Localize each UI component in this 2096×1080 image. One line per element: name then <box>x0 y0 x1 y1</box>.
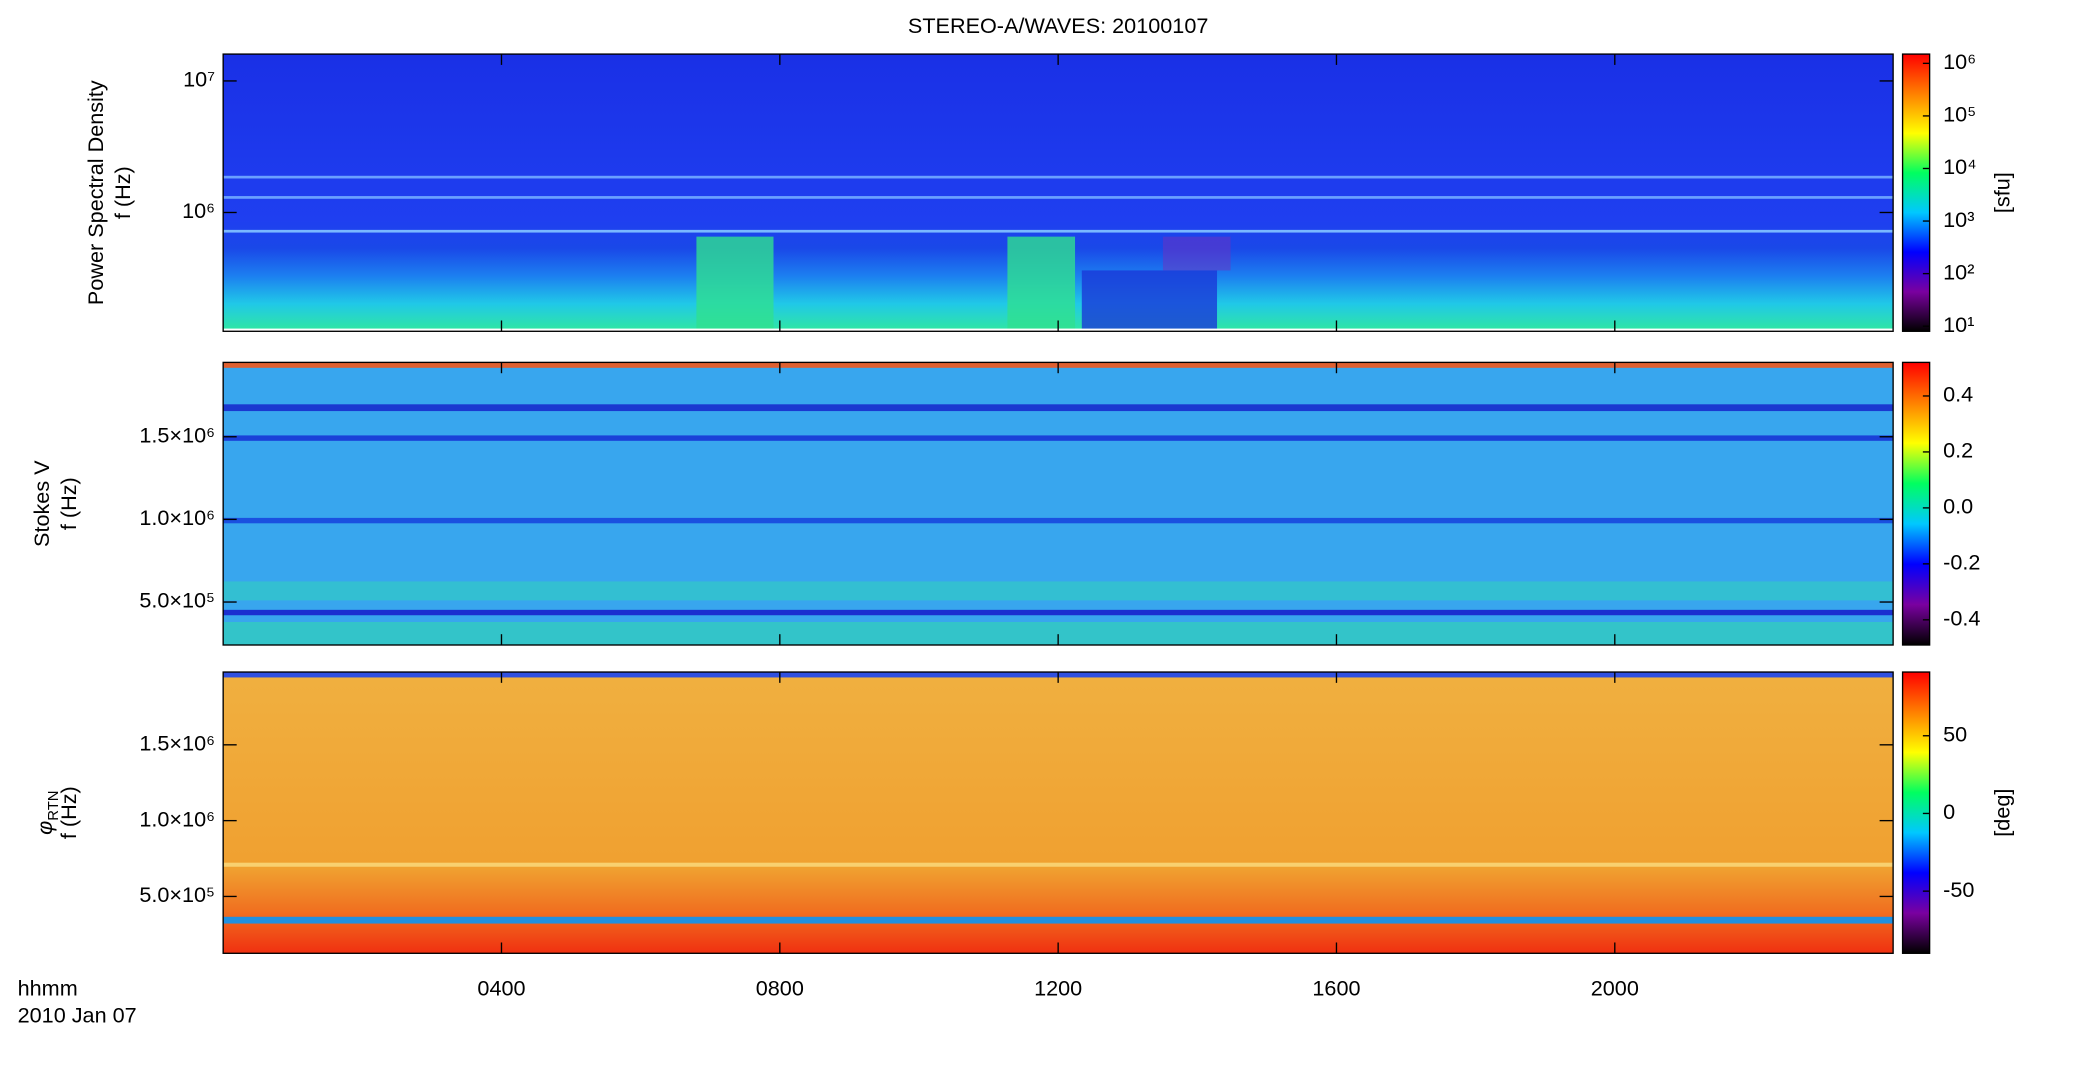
stripe <box>223 517 1894 524</box>
colorbar-tick-label: 10⁵ <box>1943 102 1976 127</box>
x-tick-label: 1200 <box>1034 976 1082 1001</box>
colorbar <box>1901 53 1931 332</box>
y-axis-label-2: f (Hz) <box>56 786 81 839</box>
y-axis-label: φRTN <box>32 790 62 834</box>
burst <box>1162 236 1231 271</box>
y-tick-label: 10⁷ <box>183 67 215 92</box>
y-axis-label-main: φ <box>32 821 57 835</box>
colorbar-tick-label: -0.2 <box>1943 550 1980 575</box>
y-tick-label: 1.0×10⁶ <box>139 806 215 831</box>
colorbar-tick-label: -0.4 <box>1943 606 1980 631</box>
y-tick-label: 1.5×10⁶ <box>139 422 215 447</box>
stripe <box>223 175 1894 179</box>
y-axis-label: Stokes V <box>29 460 54 547</box>
stripe <box>223 581 1894 601</box>
x-tick-label: 0400 <box>477 976 525 1001</box>
colorbar-tick-label: 10¹ <box>1943 312 1974 337</box>
burst <box>696 236 774 332</box>
y-axis-label: Power Spectral Density <box>83 80 108 305</box>
y-tick-label: 5.0×10⁵ <box>139 882 215 907</box>
stripe <box>223 229 1894 233</box>
x-axis-label: hhmm <box>18 976 78 1001</box>
y-tick-label: 1.0×10⁶ <box>139 505 215 530</box>
y-tick-label: 1.5×10⁶ <box>139 731 215 756</box>
spectrogram-imagery <box>223 54 1894 954</box>
burst <box>1007 236 1076 332</box>
colorbar-tick-label: 0.4 <box>1943 382 1973 407</box>
colorbar-tick-label: 0 <box>1943 799 1955 824</box>
stripe <box>223 609 1894 616</box>
x-tick-label: 2000 <box>1591 976 1639 1001</box>
stripe <box>223 862 1894 867</box>
y-axis-label-2: f (Hz) <box>110 166 135 219</box>
y-tick-label: 10⁶ <box>182 198 215 223</box>
colorbar-tick-label: -50 <box>1943 877 1974 902</box>
phi-image <box>223 672 1894 954</box>
colorbar-tick-label: 10³ <box>1943 207 1974 232</box>
y-tick-label: 5.0×10⁵ <box>139 588 215 613</box>
colorbar-tick-label: 0.2 <box>1943 438 1973 463</box>
stripe <box>223 916 1894 924</box>
colorbar <box>1901 361 1931 646</box>
x-tick-label: 0800 <box>756 976 804 1001</box>
colorbar-tick-label: 0.0 <box>1943 494 1973 519</box>
colorbar-tick-label: 10² <box>1943 259 1974 284</box>
stripe <box>223 622 1894 645</box>
colorbar-tick-label: 50 <box>1943 721 1967 746</box>
y-axis-label-sub: RTN <box>46 790 62 820</box>
colorbar-label: [sfu] <box>1990 172 2015 213</box>
stripe <box>223 404 1894 412</box>
stripe <box>223 196 1894 199</box>
gap <box>1081 270 1218 332</box>
colorbar-label: [deg] <box>1990 789 2015 837</box>
colorbar-tick-label: 10⁴ <box>1943 154 1976 179</box>
stripe <box>223 435 1894 441</box>
colorbar-tick-label: 10⁶ <box>1943 49 1976 74</box>
colorbar <box>1901 671 1931 954</box>
y-axis-label-2: f (Hz) <box>56 477 81 530</box>
x-tick-label: 1600 <box>1312 976 1360 1001</box>
chart-title: STEREO-A/WAVES: 20100107 <box>908 13 1208 38</box>
x-axis-date: 2010 Jan 07 <box>18 1003 137 1028</box>
